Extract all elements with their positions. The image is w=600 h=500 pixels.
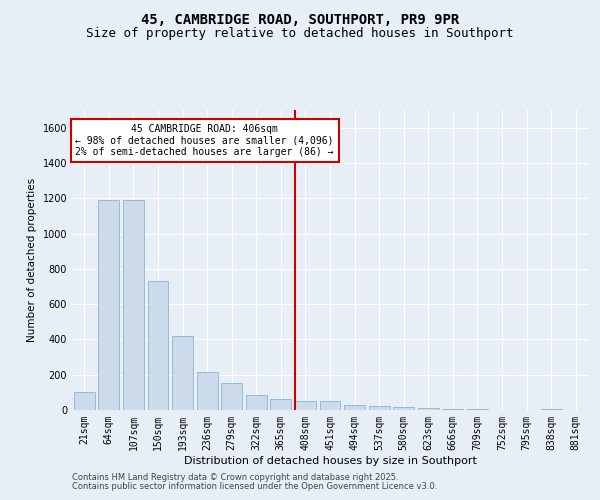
Text: 45, CAMBRIDGE ROAD, SOUTHPORT, PR9 9PR: 45, CAMBRIDGE ROAD, SOUTHPORT, PR9 9PR bbox=[141, 12, 459, 26]
Bar bbox=[221, 382, 242, 410]
Bar bbox=[368, 406, 389, 410]
Bar bbox=[320, 401, 340, 410]
Bar bbox=[123, 200, 144, 410]
Bar bbox=[271, 400, 292, 410]
Bar bbox=[442, 408, 463, 410]
Text: 45 CAMBRIDGE ROAD: 406sqm
← 98% of detached houses are smaller (4,096)
2% of sem: 45 CAMBRIDGE ROAD: 406sqm ← 98% of detac… bbox=[76, 124, 334, 158]
Bar bbox=[74, 392, 95, 410]
Bar bbox=[344, 404, 365, 410]
Bar bbox=[393, 407, 414, 410]
Bar bbox=[148, 281, 169, 410]
Bar bbox=[295, 401, 316, 410]
Bar bbox=[246, 395, 267, 410]
Text: Contains public sector information licensed under the Open Government Licence v3: Contains public sector information licen… bbox=[72, 482, 437, 491]
Bar bbox=[418, 408, 439, 410]
Bar bbox=[467, 409, 488, 410]
Bar bbox=[541, 409, 562, 410]
Text: Size of property relative to detached houses in Southport: Size of property relative to detached ho… bbox=[86, 28, 514, 40]
Bar bbox=[172, 336, 193, 410]
Y-axis label: Number of detached properties: Number of detached properties bbox=[27, 178, 37, 342]
Bar bbox=[197, 372, 218, 410]
Text: Contains HM Land Registry data © Crown copyright and database right 2025.: Contains HM Land Registry data © Crown c… bbox=[72, 474, 398, 482]
Bar bbox=[98, 200, 119, 410]
X-axis label: Distribution of detached houses by size in Southport: Distribution of detached houses by size … bbox=[184, 456, 476, 466]
